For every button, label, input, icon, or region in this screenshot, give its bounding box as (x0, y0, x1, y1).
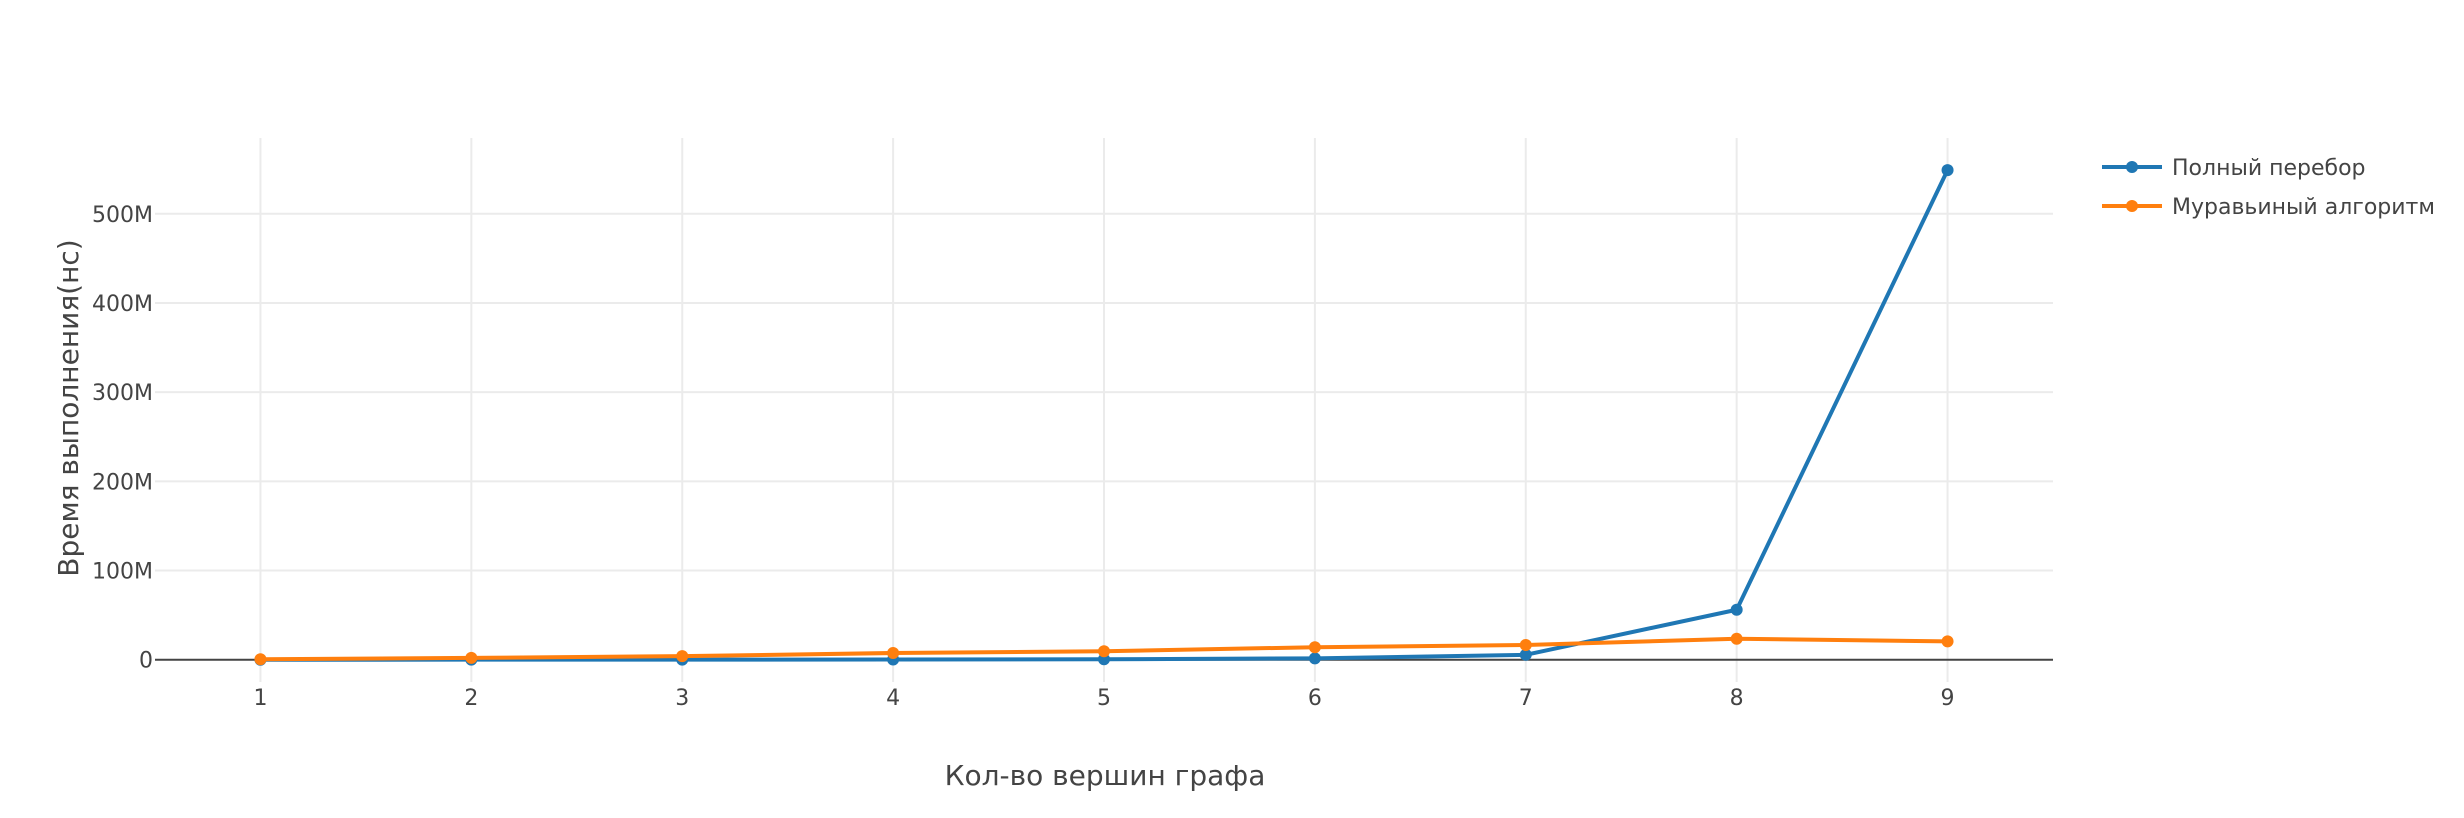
x-tick-label: 1 (253, 686, 267, 711)
data-point (1941, 635, 1954, 648)
data-point (1730, 632, 1743, 645)
y-tick-label: 500M (92, 203, 153, 228)
legend-label: Полный перебор (2172, 156, 2366, 181)
data-point (254, 653, 267, 666)
x-tick-label: 8 (1730, 686, 1744, 711)
y-axis-title: Время выполнения(нс) (52, 239, 85, 576)
data-point (676, 650, 689, 663)
data-point (465, 651, 478, 664)
data-point (1519, 648, 1532, 661)
series-layer (254, 164, 1954, 666)
y-tick-label: 100M (92, 560, 153, 585)
y-tick-label: 300M (92, 381, 153, 406)
data-point (887, 647, 900, 660)
data-point (1730, 603, 1743, 616)
data-point (1308, 641, 1321, 654)
legend-swatch-marker (2126, 161, 2138, 173)
y-tick-label: 400M (92, 292, 153, 317)
data-point (1308, 652, 1321, 665)
x-tick-label: 2 (464, 686, 478, 711)
x-tick-labels: 1 2 3 4 5 6 7 8 9 (253, 686, 1954, 711)
data-point (1519, 638, 1532, 651)
x-tick-label: 9 (1941, 686, 1955, 711)
x-tick-label: 3 (675, 686, 689, 711)
legend: Полный перебор Муравьиный алгоритм (2102, 156, 2435, 220)
legend-label: Муравьиный алгоритм (2172, 195, 2435, 220)
data-point (1098, 645, 1110, 658)
y-tick-labels: 0 100M 200M 300M 400M 500M (92, 203, 153, 674)
data-point (1941, 164, 1954, 177)
x-tick-label: 7 (1519, 686, 1533, 711)
x-tick-label: 6 (1308, 686, 1322, 711)
x-axis-title: Кол-во вершин графа (945, 759, 1266, 792)
x-tick-label: 5 (1097, 686, 1111, 711)
y-gridlines (155, 212, 2053, 572)
y-tick-label: 0 (139, 649, 153, 674)
x-gridlines (259, 138, 1949, 682)
y-tick-label: 200M (92, 470, 153, 495)
legend-swatch-marker (2126, 200, 2138, 212)
x-tick-label: 4 (886, 686, 900, 711)
